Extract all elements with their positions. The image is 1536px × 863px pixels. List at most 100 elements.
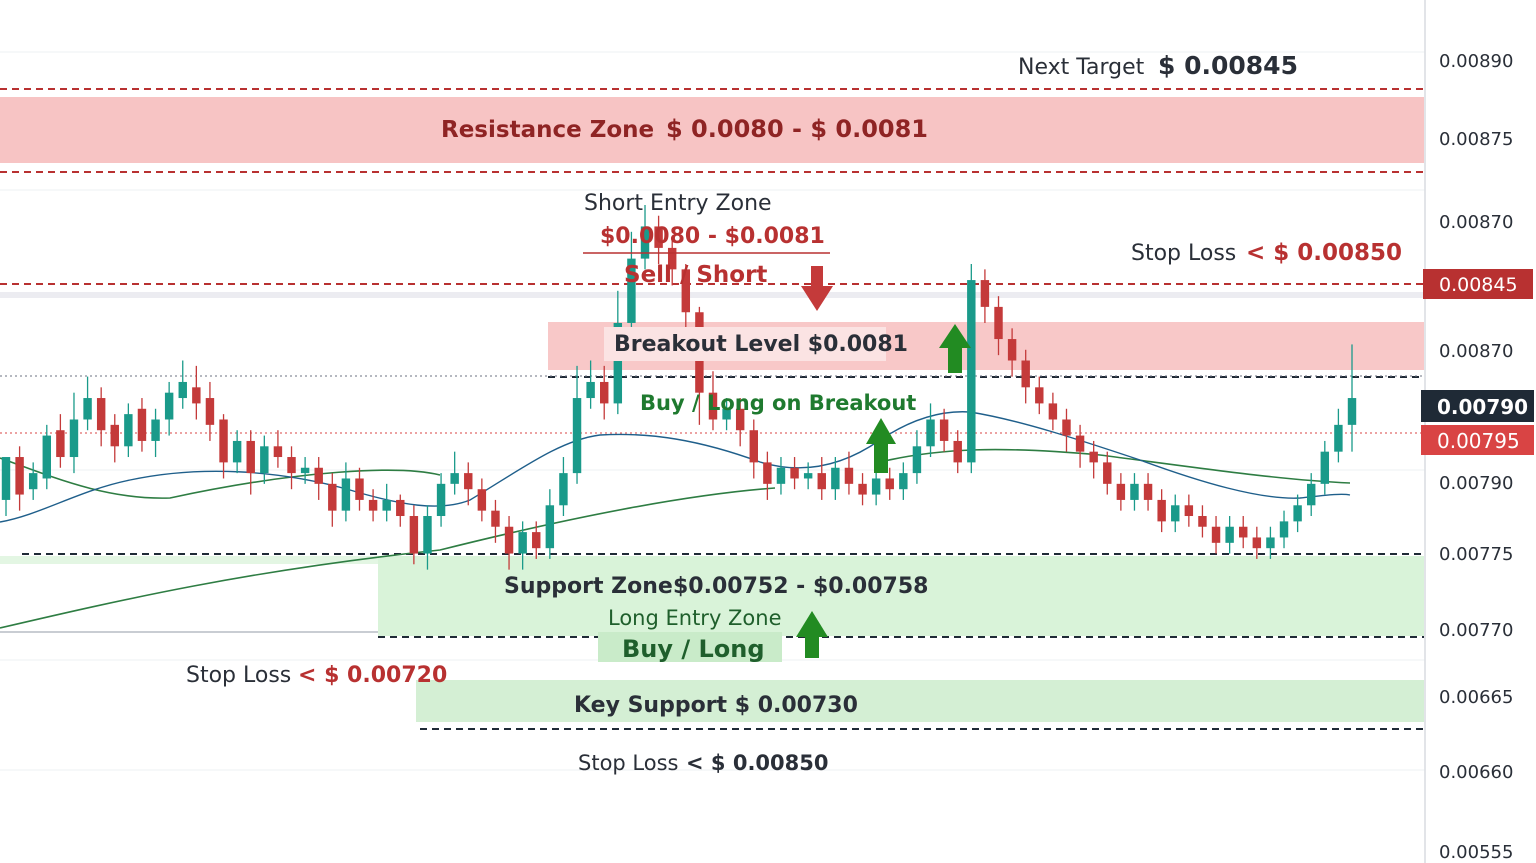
tick-label: 0.00775 [1439, 544, 1513, 565]
candle-body-up [1347, 398, 1357, 425]
candle-body-down [314, 467, 323, 484]
candle-body-up [151, 419, 160, 441]
candle-body-down [708, 392, 718, 420]
candle-body-up [341, 478, 351, 511]
stop-loss-bottom-value: < $ 0.00850 [686, 751, 828, 775]
candle-body-up [1171, 505, 1180, 522]
buy-long-bg [598, 632, 782, 662]
buy-breakout-label: Buy / Long on Breakout [640, 391, 916, 415]
candle-body-up [912, 446, 922, 474]
candle-body-down [654, 226, 663, 248]
candle-body-down [939, 419, 949, 441]
candle-body-down [1239, 526, 1248, 538]
candle-body-up [300, 467, 310, 474]
candle-body-down [328, 483, 337, 511]
candle-body-down [1062, 419, 1071, 436]
candle-body-down [219, 419, 228, 463]
tick-label: 0.00890 [1439, 51, 1513, 72]
candle-body-down [192, 387, 201, 404]
short-entry-value: $0.0080 - $0.0081 [600, 224, 825, 249]
candle-body-down [1184, 505, 1194, 517]
candle-body-up [260, 446, 269, 474]
breakout-level-label: Breakout Level $0.0081 [614, 332, 908, 357]
resistance-zone-band [0, 97, 1424, 163]
support-zone-left-band [0, 556, 378, 564]
candle-body-down [287, 457, 296, 474]
candle-body-up [613, 322, 623, 404]
price-badge-label: 0.00790 [1437, 395, 1528, 419]
tick-label: 0.00660 [1439, 762, 1513, 783]
candle-body-down [1089, 451, 1098, 463]
candle-body-down [1143, 483, 1153, 500]
candle-body-down [491, 510, 500, 527]
candle-body-down [681, 269, 691, 313]
candle-body-down [137, 408, 147, 441]
price-badge-label: 0.00795 [1437, 429, 1520, 453]
support-zone-value: $0.00752 - $0.00758 [673, 574, 928, 599]
price-badge-label: 0.00845 [1439, 274, 1518, 296]
candle-body-up [545, 505, 555, 549]
support-zone-band [378, 556, 1424, 636]
candle-body-down [667, 247, 677, 270]
candle-body-up [1293, 505, 1302, 522]
candle-body-up [1320, 451, 1330, 484]
candle-body-up [1225, 526, 1234, 543]
candle-body-up [572, 398, 582, 474]
candle-body-up [722, 408, 731, 420]
candle-body-up [586, 381, 595, 399]
stop-loss-bottom-label: Stop Loss [578, 751, 678, 775]
tick-label: 0.00870 [1439, 341, 1513, 362]
candle-body-up [450, 473, 459, 484]
candle-body-down [1103, 462, 1112, 484]
candle-body-down [504, 526, 514, 554]
candle-body-down [396, 499, 405, 517]
candle-body-down [858, 483, 867, 495]
candle-body-up [178, 381, 187, 399]
candle-body-up [899, 473, 908, 490]
candle-body-up [803, 473, 813, 479]
candle-body-down [355, 478, 364, 500]
resistance-zone-value: $ 0.0080 - $ 0.0081 [666, 115, 928, 143]
candle-body-down [273, 446, 283, 458]
candle-body-down [1075, 435, 1085, 452]
candle-body-up [518, 532, 527, 554]
candle-body-down [1007, 339, 1017, 361]
candle-body-down [763, 462, 772, 484]
candle-body-up [640, 226, 650, 259]
tick-label: 0.00790 [1439, 473, 1513, 494]
support-zone-label: Support Zone [504, 574, 673, 599]
stop-loss-upper-value: < $ 0.00850 [1246, 240, 1402, 266]
candle-body-up [124, 414, 133, 447]
candle-body-down [735, 408, 745, 431]
candle-body-up [1130, 483, 1139, 500]
candle-body-up [559, 473, 568, 506]
stop-loss-upper-band [0, 292, 1424, 298]
candle-body-up [1306, 483, 1316, 506]
candle-body-down [600, 381, 609, 404]
candle-body-down [1211, 526, 1221, 543]
long-arrow-up-icon [796, 611, 828, 658]
candle-body-up [871, 478, 881, 495]
candle-body-down [1021, 360, 1030, 388]
breakout-label-bg [604, 327, 886, 361]
candle-body-up [42, 435, 52, 479]
candle-body-down [994, 306, 1003, 340]
key-support-band [416, 680, 1424, 722]
ma-mid-line [0, 448, 1351, 499]
candle-body-down [205, 398, 215, 425]
buy-long-label: Buy / Long [622, 635, 765, 663]
breakout-arrow-up-icon [939, 324, 971, 373]
tick-label: 0.00875 [1439, 129, 1513, 150]
candle-body-down [1157, 499, 1166, 522]
next-target-value: $ 0.00845 [1158, 51, 1298, 80]
short-entry-title: Short Entry Zone [584, 191, 772, 216]
ma-short-line [0, 411, 1351, 523]
candle-body-up [627, 258, 636, 323]
candle-body-up [69, 419, 79, 458]
candle-body-up [83, 398, 92, 420]
candle-body-up [967, 280, 976, 463]
level-lines [0, 88, 1424, 730]
sell-arrow-down-icon [801, 266, 833, 311]
candle-body-down [96, 398, 106, 431]
